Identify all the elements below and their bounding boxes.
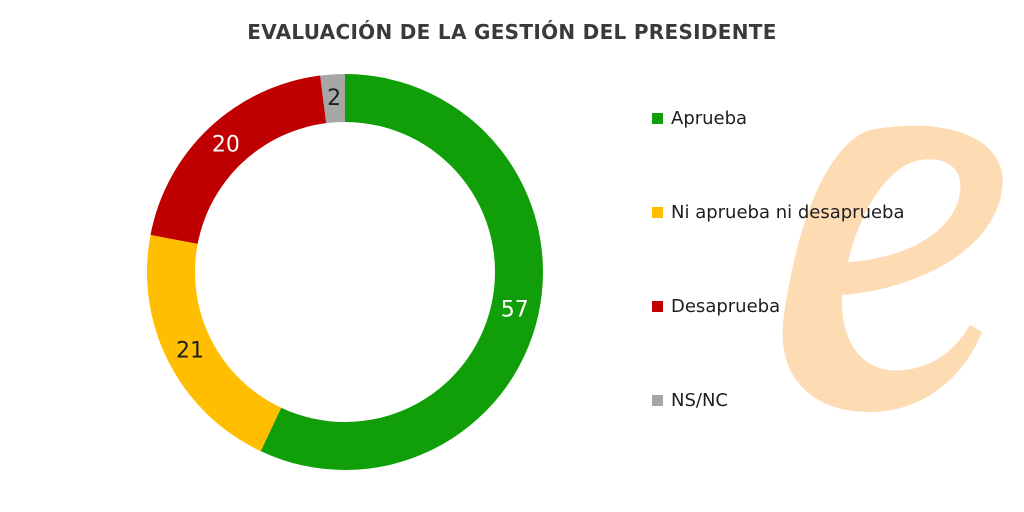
donut-slice-1: [146, 234, 282, 452]
watermark-e-letter: [782, 125, 1003, 412]
legend-swatch: [652, 113, 663, 124]
slice-value-label-0: 57: [501, 297, 529, 322]
legend-item-2: Desaprueba: [652, 296, 780, 317]
chart-title: EVALUACIÓN DE LA GESTIÓN DEL PRESIDENTE: [247, 20, 777, 44]
donut-slice-0: [260, 74, 543, 470]
legend-label: Ni aprueba ni desaprueba: [671, 202, 905, 223]
donut-slice-3: [320, 74, 345, 124]
legend-item-0: Aprueba: [652, 108, 747, 129]
slice-value-label-1: 21: [176, 338, 204, 363]
legend-swatch: [652, 207, 663, 218]
legend-label: Desaprueba: [671, 296, 781, 317]
legend-swatch: [652, 395, 663, 406]
slice-value-label-3: 2: [327, 86, 341, 111]
donut-slice-2: [150, 75, 327, 244]
slice-value-label-2: 20: [212, 133, 240, 158]
donut-chart: 57 21 20 2: [146, 74, 543, 470]
legend-label: NS/NC: [671, 390, 728, 411]
watermark-logo: [782, 125, 1003, 412]
legend-label: Aprueba: [671, 108, 748, 129]
legend-item-3: NS/NC: [652, 390, 728, 411]
legend-swatch: [652, 301, 663, 312]
legend-item-1: Ni aprueba ni desaprueba: [652, 202, 905, 223]
